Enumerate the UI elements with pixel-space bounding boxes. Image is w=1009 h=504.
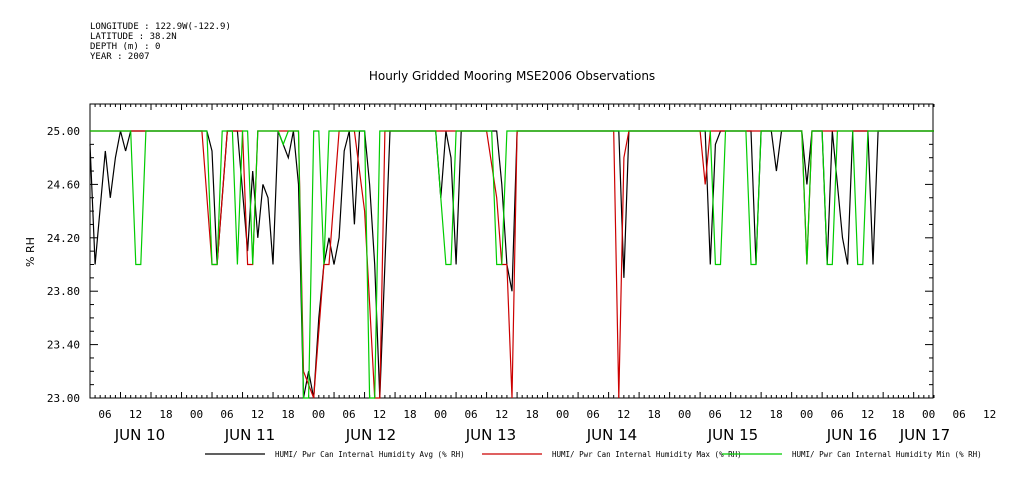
x-day-label: JUN 17 — [899, 426, 950, 444]
station-metadata: LONGITUDE : 122.9W(-122.9) LATITUDE : 38… — [90, 22, 231, 62]
chart-title: Hourly Gridded Mooring MSE2006 Observati… — [369, 69, 655, 83]
x-hour-label: 12 — [129, 408, 142, 421]
x-hour-label: 18 — [159, 408, 172, 421]
x-day-label: JUN 15 — [707, 426, 758, 444]
y-tick-label: 25.00 — [47, 125, 80, 138]
latitude-text: LATITUDE : 38.2N — [90, 32, 177, 42]
x-hour-label: 06 — [708, 408, 721, 421]
x-day-label: JUN 12 — [345, 426, 396, 444]
y-tick-label: 23.80 — [47, 285, 80, 298]
series-line-min — [90, 130, 934, 399]
legend-label: HUMI/ Pwr Can Internal Humidity Min (% R… — [792, 450, 982, 459]
x-day-label: JUN 16 — [826, 426, 877, 444]
x-day-label: JUN 14 — [586, 426, 637, 444]
y-tick-label: 23.00 — [47, 392, 80, 405]
x-hour-label: 18 — [281, 408, 294, 421]
x-hour-label: 12 — [617, 408, 630, 421]
x-hour-label: 12 — [983, 408, 996, 421]
x-hour-label: 18 — [892, 408, 905, 421]
legend: HUMI/ Pwr Can Internal Humidity Avg (% R… — [205, 450, 982, 459]
x-hour-label: 00 — [312, 408, 325, 421]
x-hour-label: 06 — [98, 408, 111, 421]
x-hour-label: 00 — [800, 408, 813, 421]
legend-label: HUMI/ Pwr Can Internal Humidity Max (% R… — [552, 450, 742, 459]
x-hour-label: 00 — [434, 408, 447, 421]
y-tick-labels: 25.00 24.60 24.20 23.80 23.40 23.00 — [47, 125, 80, 405]
x-hour-label: 06 — [953, 408, 966, 421]
x-hour-label: 00 — [190, 408, 203, 421]
y-axis-label: % RH — [24, 237, 37, 267]
x-hour-label: 18 — [647, 408, 660, 421]
longitude-text: LONGITUDE : 122.9W(-122.9) — [90, 22, 231, 32]
x-hour-label: 06 — [342, 408, 355, 421]
x-hour-label: 00 — [556, 408, 569, 421]
depth-text: DEPTH (m) : 0 — [90, 42, 161, 52]
year-text: YEAR : 2007 — [90, 52, 150, 62]
x-hour-label: 06 — [586, 408, 599, 421]
x-day-label: JUN 10 — [114, 426, 165, 444]
x-hour-label: 06 — [220, 408, 233, 421]
x-hour-label: 12 — [251, 408, 264, 421]
x-hour-label: 00 — [922, 408, 935, 421]
y-tick-label: 24.20 — [47, 232, 80, 245]
x-hour-label: 18 — [770, 408, 783, 421]
x-hour-label: 06 — [831, 408, 844, 421]
x-hour-label: 12 — [739, 408, 752, 421]
x-hour-label: 18 — [403, 408, 416, 421]
x-hour-label: 12 — [861, 408, 874, 421]
series-lines — [89, 130, 934, 399]
x-hour-label: 06 — [464, 408, 477, 421]
x-tick-labels: 06 12 18 00 06 12 18 00 06 12 18 00 06 12 18 00 06 12 18 00… — [98, 408, 996, 444]
y-tick-label: 23.40 — [47, 339, 80, 352]
y-tick-label: 24.60 — [47, 178, 80, 191]
x-day-label: JUN 11 — [224, 426, 275, 444]
x-hour-label: 12 — [495, 408, 508, 421]
x-hour-label: 12 — [373, 408, 386, 421]
x-day-label: JUN 13 — [465, 426, 516, 444]
x-hour-label: 18 — [525, 408, 538, 421]
legend-label: HUMI/ Pwr Can Internal Humidity Avg (% R… — [275, 450, 465, 459]
x-hour-label: 00 — [678, 408, 691, 421]
